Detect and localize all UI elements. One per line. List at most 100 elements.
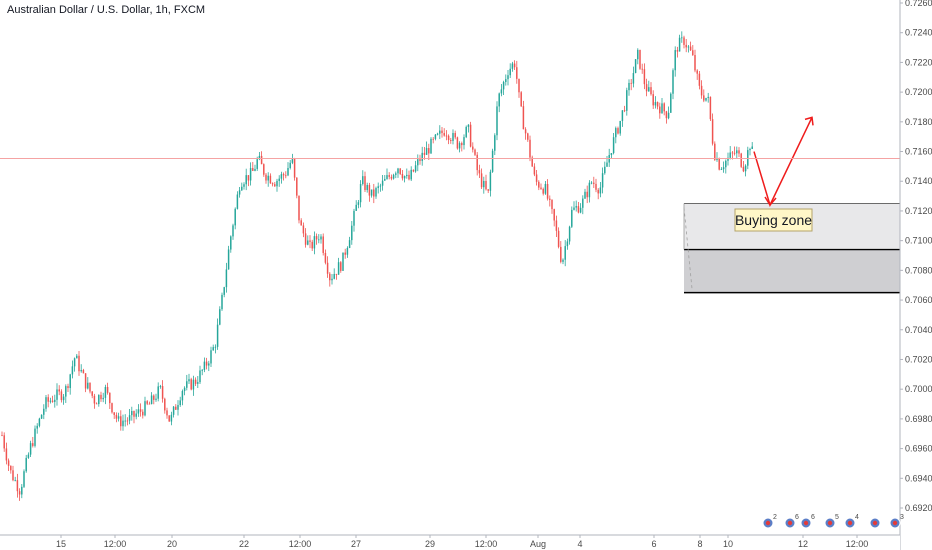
candle-body <box>302 225 305 234</box>
candle-body <box>650 87 652 95</box>
candle-body <box>274 184 276 187</box>
candle-body <box>188 379 190 382</box>
event-flag-dot <box>847 520 853 526</box>
candle-body <box>32 443 34 446</box>
candle-body <box>205 361 208 366</box>
candle-body <box>615 128 617 138</box>
candle-body <box>639 49 641 69</box>
event-flag-icon[interactable]: 5 <box>824 514 839 529</box>
event-flag-icon[interactable] <box>869 517 881 529</box>
candle-body <box>582 198 584 208</box>
candle-body <box>656 102 659 107</box>
candle-body <box>718 158 720 170</box>
candle-body <box>84 373 87 389</box>
candle-body <box>271 183 274 185</box>
candle-body <box>648 87 650 92</box>
candle-body <box>606 162 608 167</box>
candle-body <box>170 414 173 422</box>
candle-body <box>573 207 575 210</box>
candle-body <box>689 46 692 51</box>
candle-body <box>304 233 307 245</box>
candle-body <box>340 262 342 271</box>
candle-body <box>60 391 63 401</box>
candle-body <box>667 112 670 119</box>
candle-body <box>461 143 463 146</box>
candle-body <box>681 37 683 39</box>
candle-body <box>692 50 694 56</box>
candle-body <box>654 102 657 106</box>
event-flag-dot <box>827 520 833 526</box>
candle-body <box>542 188 544 194</box>
candle-body <box>126 420 129 422</box>
candle-body <box>513 63 516 68</box>
candle-body <box>593 182 595 184</box>
events-layer[interactable]: 2 6 6 5 4 3 <box>762 514 904 529</box>
time-tick-label: 22 <box>239 539 249 549</box>
candle-body <box>626 90 628 111</box>
candle-body <box>628 82 630 91</box>
candle-body <box>115 414 118 419</box>
candle-body <box>260 155 263 165</box>
candle-body <box>610 153 613 156</box>
candle-body <box>216 324 219 347</box>
candle-body <box>109 392 111 404</box>
candle-body <box>157 386 159 399</box>
candle-body <box>21 486 23 495</box>
candle-body <box>463 137 465 146</box>
candle-body <box>267 175 269 181</box>
event-flag-icon[interactable]: 4 <box>844 514 859 529</box>
candle-body <box>520 92 522 107</box>
candle-body <box>102 397 104 400</box>
candle-body <box>421 152 423 161</box>
candle-body <box>533 166 536 175</box>
candle-body <box>419 159 421 161</box>
event-flag-icon[interactable]: 3 <box>889 514 904 529</box>
candle-body <box>214 346 217 348</box>
candle-body <box>617 128 619 134</box>
event-flag-icon[interactable]: 6 <box>784 514 799 529</box>
candle-body <box>434 134 437 139</box>
candle-body <box>179 400 181 406</box>
candle-body <box>366 184 368 191</box>
candle-body <box>388 175 390 177</box>
candle-body <box>254 168 256 171</box>
candle-body <box>91 391 93 396</box>
candle-body <box>384 178 386 181</box>
candle-body <box>445 135 448 137</box>
event-count-label: 6 <box>795 514 799 521</box>
candle-body <box>14 480 16 481</box>
candle-body <box>25 457 27 472</box>
candle-body <box>194 379 197 384</box>
candle-body <box>395 173 397 175</box>
event-flag-dot <box>765 520 771 526</box>
time-axis[interactable]: 15 12:00 20 22 12:00 27 29 12:00 Aug 4 6 8 10 12 12:00 <box>0 534 900 550</box>
candle-body <box>38 418 41 426</box>
candle-body <box>159 386 162 387</box>
candle-body <box>428 148 430 154</box>
candle-body <box>318 239 320 241</box>
event-flag-icon[interactable]: 6 <box>800 514 815 529</box>
candle-body <box>348 240 351 248</box>
candle-body <box>373 189 375 197</box>
candle-body <box>51 400 54 402</box>
candle-body <box>337 262 340 275</box>
buying-zone-lower <box>684 249 900 293</box>
candle-body <box>280 174 283 179</box>
candle-body <box>399 168 401 174</box>
candle-body <box>381 180 384 186</box>
candle-body <box>549 198 551 200</box>
candle-body <box>454 133 456 138</box>
candle-body <box>749 149 751 151</box>
event-flag-icon[interactable]: 2 <box>762 514 777 529</box>
candle-body <box>568 226 571 242</box>
